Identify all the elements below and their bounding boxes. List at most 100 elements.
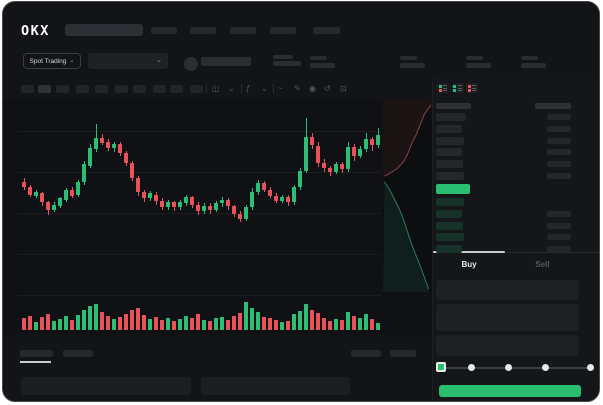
slider-stop-dot[interactable]	[541, 364, 549, 371]
volume-bar	[358, 318, 362, 330]
ask-row-amount[interactable]	[547, 161, 571, 168]
bid-row-price[interactable]	[436, 209, 462, 218]
gridline	[17, 295, 381, 296]
amount-slider-track[interactable]	[437, 366, 591, 369]
volume-bar	[70, 320, 74, 330]
line-tool-icon[interactable]: ~	[278, 84, 283, 93]
undo-icon[interactable]: ↺	[324, 84, 331, 93]
candle-up	[64, 189, 68, 200]
volume-bar	[250, 308, 254, 330]
bottom-tab[interactable]	[351, 350, 381, 357]
book-combined-icon[interactable]	[437, 83, 449, 93]
order-input[interactable]	[436, 304, 579, 331]
bottom-tab[interactable]	[20, 350, 53, 357]
candle-up	[166, 202, 170, 208]
bid-row-amount[interactable]	[547, 222, 571, 229]
chevron-down-icon[interactable]: ⌄	[261, 84, 268, 93]
timeframe-button[interactable]	[115, 85, 128, 93]
stat-value-placeholder	[310, 63, 335, 68]
buy-submit-button[interactable]	[439, 385, 581, 397]
volume-bar	[268, 318, 272, 330]
candle-down	[328, 168, 332, 172]
search-input[interactable]	[65, 24, 143, 36]
nav-item[interactable]	[230, 27, 256, 34]
snapshot-icon[interactable]: ◉	[309, 84, 316, 93]
tab-sell[interactable]: Sell	[535, 259, 550, 269]
ask-row-price[interactable]	[436, 113, 466, 121]
timeframe-button[interactable]	[56, 85, 69, 93]
candle-down	[118, 144, 122, 154]
slider-stop-dot[interactable]	[467, 364, 475, 371]
ask-row-amount[interactable]	[547, 149, 571, 156]
candle-down	[310, 136, 314, 146]
candle-down	[136, 178, 140, 193]
ask-row-price[interactable]	[436, 136, 464, 145]
book-bids-icon[interactable]	[451, 83, 464, 93]
bottom-tab[interactable]	[390, 350, 416, 357]
draw-icon[interactable]: ✎	[294, 84, 301, 93]
nav-item[interactable]	[151, 27, 177, 34]
timeframe-button[interactable]	[153, 85, 166, 93]
timeframe-button[interactable]	[95, 85, 108, 93]
candle-style-icon[interactable]: ◫	[212, 84, 220, 93]
candle-up	[334, 164, 338, 172]
bottom-tab[interactable]	[63, 350, 93, 357]
volume-bar	[88, 306, 92, 330]
timeframe-button[interactable]	[76, 85, 89, 93]
timeframe-button[interactable]	[21, 85, 34, 93]
timeframe-button[interactable]	[170, 85, 183, 93]
ask-row-price[interactable]	[436, 160, 463, 169]
chart-canvas[interactable]	[3, 99, 432, 335]
book-asks-icon[interactable]	[466, 83, 478, 93]
bid-row-price[interactable]	[436, 221, 463, 230]
timeframe-button[interactable]	[133, 85, 146, 93]
candle-down	[40, 193, 44, 203]
chevron-down-icon[interactable]: ⌄	[228, 84, 235, 93]
candle-up	[58, 198, 62, 206]
tab-buy[interactable]: Buy	[461, 259, 477, 269]
volume-bar	[124, 314, 128, 330]
ask-row-amount[interactable]	[547, 137, 571, 144]
bid-row-amount[interactable]	[547, 246, 571, 253]
order-input[interactable]	[436, 280, 579, 300]
ask-row-amount[interactable]	[547, 173, 571, 179]
market-type-selector[interactable]: Spot Trading ⌄	[23, 53, 81, 69]
bid-row-price[interactable]	[436, 233, 464, 242]
bid-row-amount[interactable]	[547, 210, 571, 217]
slider-stop-dot[interactable]	[504, 364, 512, 371]
candle-up	[88, 148, 92, 166]
bid-row-price[interactable]	[436, 198, 464, 206]
indicators-icon[interactable]: ƒ	[246, 84, 251, 93]
fullscreen-icon[interactable]: ⊡	[340, 84, 347, 93]
bid-row-amount[interactable]	[547, 234, 571, 241]
ask-row-price[interactable]	[436, 172, 464, 180]
volume-bar	[106, 316, 110, 330]
candle-down	[370, 139, 374, 146]
slider-handle[interactable]	[436, 362, 446, 372]
mid-price-bar[interactable]	[436, 184, 470, 194]
volume-bar	[334, 319, 338, 330]
candle-up	[178, 202, 182, 208]
pair-selector[interactable]: ⌄	[88, 53, 168, 69]
bid-row-price[interactable]	[436, 245, 462, 254]
gridline	[17, 131, 381, 132]
okx-logo: OKX	[21, 23, 50, 39]
ask-row-price[interactable]	[436, 148, 462, 157]
nav-item[interactable]	[313, 27, 340, 34]
volume-bar	[172, 321, 176, 330]
volume-bar	[286, 321, 290, 330]
candle-down	[70, 189, 74, 196]
slider-stop-dot[interactable]	[586, 364, 594, 371]
volume-bar	[58, 319, 62, 330]
ask-row-amount[interactable]	[547, 125, 571, 132]
ask-row-amount[interactable]	[547, 114, 571, 120]
order-input[interactable]	[436, 335, 579, 356]
nav-item[interactable]	[270, 27, 296, 34]
ask-row-price[interactable]	[436, 124, 462, 133]
active-tab-indicator	[433, 251, 505, 253]
timeframe-button[interactable]	[190, 85, 203, 93]
timeframe-button[interactable]	[38, 85, 51, 93]
stat-value-placeholder	[466, 63, 491, 68]
nav-item[interactable]	[190, 27, 216, 34]
toolbar-divider	[273, 84, 274, 93]
